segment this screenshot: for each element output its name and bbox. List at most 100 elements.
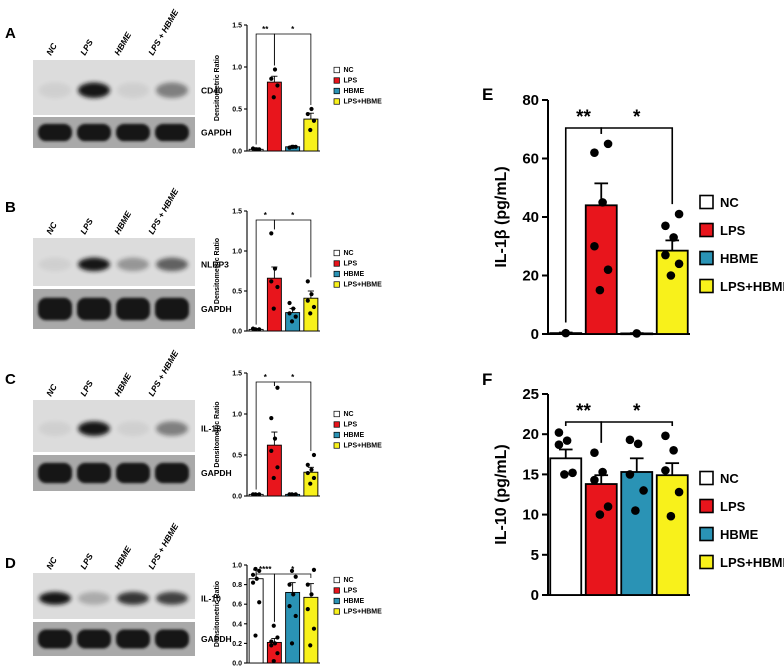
y-tick-label: 25	[522, 386, 539, 403]
lane-label: HBME	[112, 544, 133, 571]
legend-swatch	[333, 98, 340, 105]
panel-label: F	[482, 370, 492, 389]
legend-label: HBME	[720, 527, 759, 542]
data-point	[269, 639, 274, 644]
data-point	[305, 279, 310, 284]
legend-label: NC	[344, 577, 354, 584]
data-point	[631, 506, 640, 515]
loading-band	[77, 297, 111, 321]
data-point	[275, 651, 280, 656]
lane-label: HBME	[112, 371, 133, 398]
data-point	[308, 481, 313, 486]
blot-band	[39, 82, 71, 98]
data-point	[271, 658, 276, 664]
data-point	[271, 95, 276, 100]
data-point	[590, 148, 599, 157]
legend-swatch	[333, 249, 340, 257]
legend-swatch	[333, 270, 340, 278]
y-tick-label: 1.0	[232, 65, 242, 72]
data-point	[293, 613, 298, 619]
lane-label: LPS	[78, 378, 95, 398]
data-point	[554, 428, 564, 437]
data-point	[291, 306, 296, 311]
data-point	[271, 623, 276, 628]
significance-label: ****	[259, 565, 272, 574]
legend-label: HBME	[344, 271, 365, 278]
significance-bracket	[600, 127, 674, 205]
lane-label: NC	[44, 220, 59, 236]
significance-label: *	[264, 211, 268, 220]
legend-swatch	[333, 608, 340, 615]
data-point	[561, 328, 571, 338]
lane-label: LPS + HBME	[146, 186, 180, 236]
data-point	[311, 475, 317, 481]
data-point	[289, 319, 295, 324]
legend-label: LPS	[344, 78, 358, 85]
y-tick-label: 0.0	[232, 494, 242, 501]
data-point	[289, 641, 295, 646]
blot-loading-label: GAPDH	[201, 468, 232, 478]
data-point	[598, 198, 607, 207]
y-tick-label: 0.0	[232, 661, 242, 666]
data-point	[309, 592, 314, 597]
bar-lps	[584, 483, 618, 596]
data-point	[632, 329, 642, 338]
data-point	[275, 284, 280, 290]
significance-label: **	[262, 25, 269, 34]
legend-label: NC	[344, 67, 354, 74]
data-point	[308, 127, 313, 133]
panel-label: A	[5, 25, 16, 42]
data-point	[272, 266, 278, 271]
lane-label: LPS + HBME	[146, 521, 180, 571]
data-point	[250, 492, 256, 497]
bar-nc	[248, 578, 264, 664]
data-point	[309, 467, 314, 472]
legend-label: NC	[720, 471, 739, 486]
lane-label: LPS + HBME	[146, 348, 180, 398]
bar-lps	[266, 81, 282, 152]
data-point	[269, 76, 274, 81]
data-point	[639, 486, 648, 495]
y-tick-label: 0.0	[232, 329, 242, 336]
data-point	[272, 641, 278, 646]
data-point	[590, 475, 599, 485]
blot-band	[78, 591, 110, 605]
legend-swatch	[699, 250, 714, 266]
legend-label: LPS	[344, 422, 358, 429]
blot-band	[39, 421, 71, 436]
y-tick-label: 10	[522, 507, 539, 524]
blot-band	[78, 257, 110, 272]
data-point	[257, 600, 262, 605]
data-point	[309, 106, 314, 112]
data-point	[669, 233, 678, 242]
legend-label: LPS	[344, 588, 358, 595]
bar-lps	[266, 444, 282, 497]
data-point	[275, 635, 280, 640]
data-point	[275, 465, 280, 470]
lane-label: HBME	[112, 30, 133, 57]
western-blot-c: NC LPS HBME LPS + HBME IL-1β GAPDH	[33, 348, 232, 491]
legend-label: NC	[344, 250, 354, 257]
loading-band	[77, 123, 111, 142]
blot-band	[117, 82, 149, 98]
data-point	[253, 566, 258, 572]
panel-label: B	[5, 199, 16, 216]
lane-label: LPS + HBME	[146, 7, 180, 57]
data-point	[311, 118, 317, 123]
bar-lps-plus-hbme	[303, 118, 319, 152]
significance-bracket	[273, 573, 312, 622]
data-point	[674, 209, 684, 219]
data-point	[625, 435, 635, 445]
y-tick-label: 0	[531, 587, 539, 604]
y-tick-label: 1.5	[232, 209, 242, 216]
legend-label: LPS+HBME	[344, 99, 383, 106]
blot-protein-label: NLRP3	[201, 259, 229, 269]
data-point	[287, 492, 292, 497]
loading-band	[77, 462, 111, 484]
data-point	[291, 592, 296, 597]
blot-band	[39, 591, 71, 605]
